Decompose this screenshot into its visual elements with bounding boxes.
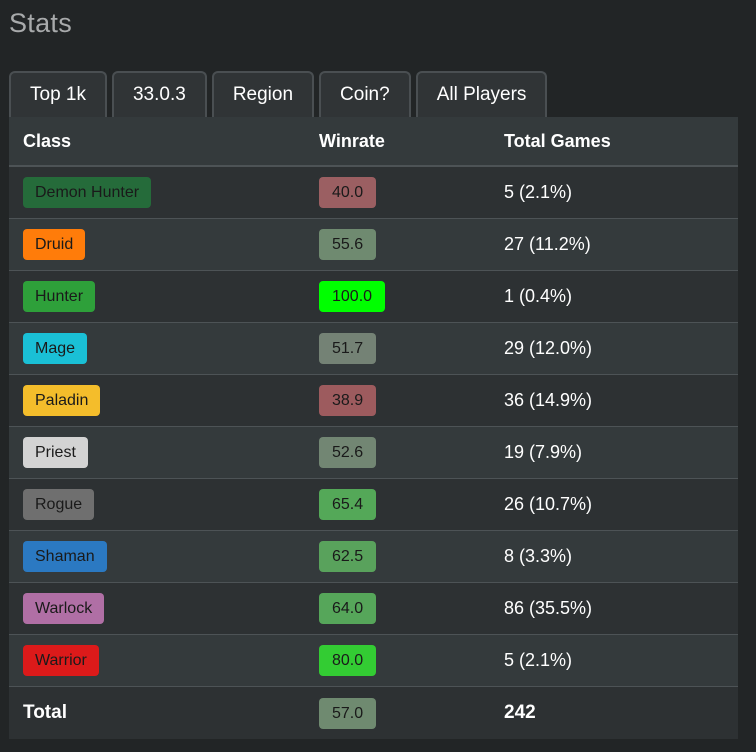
class-badge[interactable]: Priest: [23, 437, 88, 468]
stats-table: Class Winrate Total Games Demon Hunter 40…: [9, 117, 738, 739]
table-row[interactable]: Priest 52.6 19 (7.9%): [9, 426, 738, 479]
total-games-cell: 8 (3.3%): [504, 530, 738, 583]
table-row[interactable]: Mage 51.7 29 (12.0%): [9, 322, 738, 375]
total-label: Total: [9, 686, 319, 739]
winrate-badge: 65.4: [319, 489, 377, 520]
class-badge[interactable]: Druid: [23, 229, 86, 260]
total-games-cell: 29 (12.0%): [504, 322, 738, 375]
table-row[interactable]: Shaman 62.5 8 (3.3%): [9, 530, 738, 583]
winrate-badge: 51.7: [319, 333, 377, 364]
class-cell: Mage: [9, 322, 319, 375]
page-title: Stats: [9, 8, 73, 38]
table-row[interactable]: Demon Hunter 40.0 5 (2.1%): [9, 166, 738, 219]
winrate-badge: 100.0: [319, 281, 386, 312]
winrate-cell: 55.6: [319, 218, 504, 271]
total-games-cell: 1 (0.4%): [504, 270, 738, 323]
winrate-badge: 40.0: [319, 177, 377, 208]
header-class[interactable]: Class: [9, 117, 319, 167]
class-cell: Warrior: [9, 634, 319, 687]
class-badge[interactable]: Warrior: [23, 645, 99, 676]
winrate-cell: 52.6: [319, 426, 504, 479]
total-games-cell: 36 (14.9%): [504, 374, 738, 427]
winrate-badge: 80.0: [319, 645, 377, 676]
winrate-cell: 62.5: [319, 530, 504, 583]
winrate-cell: 100.0: [319, 270, 504, 323]
total-games-cell: 5 (2.1%): [504, 634, 738, 687]
winrate-cell: 40.0: [319, 166, 504, 219]
total-winrate-badge: 57.0: [319, 697, 377, 729]
table-row[interactable]: Rogue 65.4 26 (10.7%): [9, 478, 738, 531]
total-games-cell: 27 (11.2%): [504, 218, 738, 271]
winrate-badge: 62.5: [319, 541, 377, 572]
class-badge[interactable]: Shaman: [23, 541, 107, 572]
filter-patch-button[interactable]: 33.0.3: [111, 71, 207, 117]
total-games: 242: [504, 686, 738, 739]
total-games-cell: 26 (10.7%): [504, 478, 738, 531]
table-row[interactable]: Hunter 100.0 1 (0.4%): [9, 270, 738, 323]
filter-coin-button[interactable]: Coin?: [319, 71, 411, 117]
filter-region-button[interactable]: Region: [211, 71, 315, 117]
class-badge[interactable]: Paladin: [23, 385, 101, 416]
class-cell: Priest: [9, 426, 319, 479]
class-badge[interactable]: Hunter: [23, 281, 96, 312]
total-winrate-cell: 57.0: [319, 686, 504, 739]
filter-players-button[interactable]: All Players: [415, 71, 548, 117]
winrate-badge: 52.6: [319, 437, 377, 468]
winrate-cell: 51.7: [319, 322, 504, 375]
winrate-badge: 55.6: [319, 229, 377, 260]
class-cell: Druid: [9, 218, 319, 271]
class-cell: Paladin: [9, 374, 319, 427]
table-total-row: Total 57.0 242: [9, 686, 738, 739]
table-row[interactable]: Druid 55.6 27 (11.2%): [9, 218, 738, 271]
class-cell: Rogue: [9, 478, 319, 531]
class-badge[interactable]: Demon Hunter: [23, 177, 152, 208]
filter-bar: Top 1k 33.0.3 Region Coin? All Players: [9, 71, 548, 117]
class-cell: Demon Hunter: [9, 166, 319, 219]
header-total-games[interactable]: Total Games: [504, 117, 738, 167]
class-cell: Warlock: [9, 582, 319, 635]
header-winrate[interactable]: Winrate: [319, 117, 504, 167]
class-badge[interactable]: Mage: [23, 333, 88, 364]
class-cell: Hunter: [9, 270, 319, 323]
total-games-cell: 19 (7.9%): [504, 426, 738, 479]
winrate-cell: 64.0: [319, 582, 504, 635]
table-row[interactable]: Warrior 80.0 5 (2.1%): [9, 634, 738, 687]
class-badge[interactable]: Rogue: [23, 489, 95, 520]
winrate-badge: 64.0: [319, 593, 377, 624]
total-games-cell: 86 (35.5%): [504, 582, 738, 635]
winrate-cell: 38.9: [319, 374, 504, 427]
winrate-badge: 38.9: [319, 385, 377, 416]
filter-rank-button[interactable]: Top 1k: [9, 71, 107, 117]
table-header-row: Class Winrate Total Games: [9, 117, 738, 167]
class-cell: Shaman: [9, 530, 319, 583]
class-badge[interactable]: Warlock: [23, 593, 105, 624]
table-row[interactable]: Paladin 38.9 36 (14.9%): [9, 374, 738, 427]
table-row[interactable]: Warlock 64.0 86 (35.5%): [9, 582, 738, 635]
winrate-cell: 80.0: [319, 634, 504, 687]
winrate-cell: 65.4: [319, 478, 504, 531]
total-games-cell: 5 (2.1%): [504, 166, 738, 219]
